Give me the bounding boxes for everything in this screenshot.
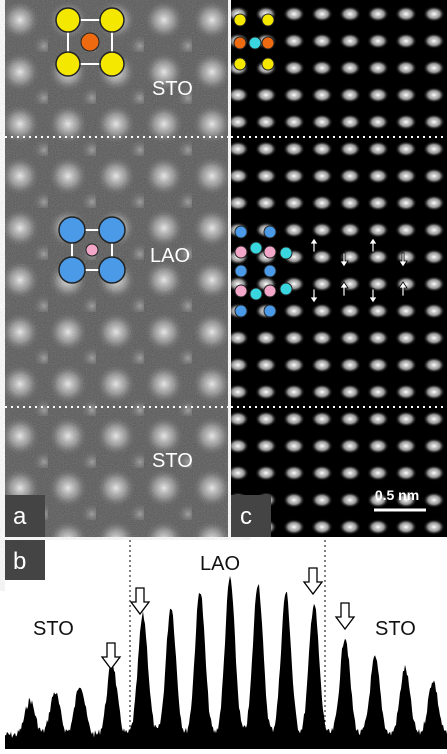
region-label: LAO <box>200 553 240 575</box>
panel-label: b <box>13 548 26 575</box>
panel-c: 0.5 nm c <box>231 0 447 537</box>
region-label: STO <box>152 450 193 472</box>
panel-label: a <box>13 503 27 530</box>
panel-a: STO LAO STO a <box>5 0 228 537</box>
region-label: LAO <box>150 245 190 267</box>
scale-bar-label: 0.5 nm <box>375 487 419 503</box>
panel-label: c <box>240 503 252 530</box>
region-label: STO <box>375 618 416 640</box>
region-label: STO <box>33 618 74 640</box>
figure: STO LAO STO a 0.5 nm c <box>0 0 447 749</box>
region-label: STO <box>152 78 193 100</box>
panel-b: b STO LAO STO <box>5 540 447 749</box>
